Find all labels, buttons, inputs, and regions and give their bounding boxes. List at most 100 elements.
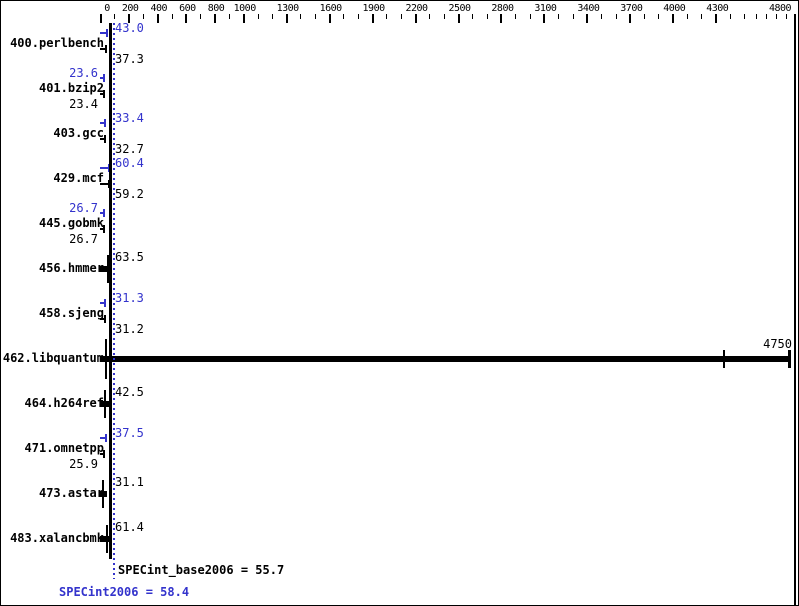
axis-major-tick xyxy=(414,14,417,23)
result-bar xyxy=(100,266,112,272)
axis-major-tick xyxy=(99,14,102,23)
axis-minor-tick xyxy=(572,14,574,19)
base-bar xyxy=(100,228,105,230)
axis-minor-tick xyxy=(142,14,144,19)
axis-tick-label: 800 xyxy=(207,3,225,14)
axis-end-line xyxy=(793,14,796,605)
benchmark-name-label: 473.astar xyxy=(38,486,104,500)
base-bar-end-cap xyxy=(103,450,106,458)
axis-minor-tick xyxy=(386,14,388,19)
base-bar-end-cap xyxy=(107,180,110,188)
axis-major-tick xyxy=(672,14,675,23)
axis-minor-tick xyxy=(200,14,202,19)
axis-tick-label: 1000 xyxy=(233,3,257,14)
result-bar xyxy=(100,356,790,362)
benchmark-name-label: 462.libquantum xyxy=(2,351,104,365)
peak-value-label: 33.4 xyxy=(115,111,144,125)
base-value-label: 26.7 xyxy=(69,232,98,246)
benchmark-name-label: 429.mcf xyxy=(53,171,104,185)
axis-major-tick xyxy=(328,14,331,23)
base-bar xyxy=(100,183,109,185)
axis-minor-tick xyxy=(486,14,488,19)
axis-tick-label: 1600 xyxy=(319,3,343,14)
axis-major-tick xyxy=(543,14,546,23)
axis-minor-tick xyxy=(687,14,689,19)
value-label: 4750 xyxy=(763,337,792,351)
base-bar-end-cap xyxy=(103,225,106,233)
axis-tick-label: 4300 xyxy=(706,3,729,14)
benchmark-name-label: 456.hmmer xyxy=(38,261,104,275)
axis-tick-label: 4000 xyxy=(663,3,686,14)
peak-bar xyxy=(100,302,105,304)
axis-major-tick xyxy=(715,14,718,23)
benchmark-name-label: 483.xalancbmk xyxy=(10,531,104,545)
peak-value-label: 43.0 xyxy=(115,21,144,35)
benchmark-name-label: 458.sjeng xyxy=(38,306,104,320)
peak-bar-end-cap xyxy=(103,299,106,307)
axis-minor-tick xyxy=(257,14,259,19)
value-label: 42.5 xyxy=(115,385,144,399)
axis-tick-label: 3400 xyxy=(577,3,600,14)
base-bar xyxy=(100,453,105,455)
base-bar xyxy=(100,138,106,140)
axis-major-tick xyxy=(185,14,188,23)
axis-minor-tick xyxy=(658,14,660,19)
axis-major-tick xyxy=(371,14,374,23)
bar-start-cap xyxy=(105,339,107,379)
peak-value-label: 23.6 xyxy=(69,66,98,80)
base-bar xyxy=(100,48,106,50)
axis-minor-tick xyxy=(730,14,732,19)
peak-bar-end-cap xyxy=(102,74,105,82)
axis-minor-tick xyxy=(785,14,787,19)
base-value-label: 25.9 xyxy=(69,457,98,471)
peak-bar xyxy=(100,437,106,439)
axis-minor-tick xyxy=(357,14,359,19)
base-value-label: 23.4 xyxy=(69,97,98,111)
axis-minor-tick xyxy=(615,14,617,19)
peak-value-label: 31.3 xyxy=(115,291,144,305)
axis-major-tick xyxy=(457,14,460,23)
bar-end-cap xyxy=(106,255,109,283)
peak-bar-end-cap xyxy=(103,209,106,217)
bar-mid-tick xyxy=(723,350,725,368)
peak-summary-label: SPECint2006 = 58.4 xyxy=(59,585,190,599)
peak-value-label: 37.5 xyxy=(115,426,144,440)
bar-end-cap xyxy=(788,350,791,368)
base-bar-end-cap xyxy=(104,45,107,53)
bar-end-cap xyxy=(106,525,109,553)
axis-major-tick xyxy=(629,14,632,23)
benchmark-name-label: 401.bzip2 xyxy=(38,81,104,95)
peak-bar xyxy=(100,32,107,34)
peak-bar xyxy=(100,77,104,79)
result-bar xyxy=(100,536,112,542)
axis-minor-tick xyxy=(765,14,767,19)
bar-end-cap xyxy=(103,390,106,418)
axis-tick-label: 3100 xyxy=(534,3,557,14)
axis-minor-tick xyxy=(601,14,603,19)
axis-tick-label: 200 xyxy=(121,3,139,14)
base-value-label: 32.7 xyxy=(115,142,144,156)
axis-minor-tick xyxy=(171,14,173,19)
axis-tick-label: 3700 xyxy=(620,3,643,14)
axis-minor-tick xyxy=(271,14,273,19)
value-label: 63.5 xyxy=(115,250,144,264)
axis-major-tick xyxy=(285,14,288,23)
peak-mean-line xyxy=(113,23,115,579)
axis-minor-tick xyxy=(755,14,757,19)
axis-minor-tick xyxy=(314,14,316,19)
base-value-label: 37.3 xyxy=(115,52,144,66)
axis-major-tick xyxy=(500,14,503,23)
value-label: 31.1 xyxy=(115,475,144,489)
axis-tick-label: 600 xyxy=(179,3,196,14)
axis-minor-tick xyxy=(114,14,116,19)
axis-minor-tick xyxy=(529,14,531,19)
benchmark-name-label: 464.h264ref xyxy=(24,396,104,410)
axis-major-tick xyxy=(586,14,589,23)
peak-bar xyxy=(100,167,110,169)
axis-tick-label: 2500 xyxy=(448,3,471,14)
base-bar-end-cap xyxy=(102,90,105,98)
axis-tick-label: 2200 xyxy=(405,3,428,14)
peak-value-label: 60.4 xyxy=(115,156,144,170)
benchmark-name-label: 445.gobmk xyxy=(38,216,104,230)
